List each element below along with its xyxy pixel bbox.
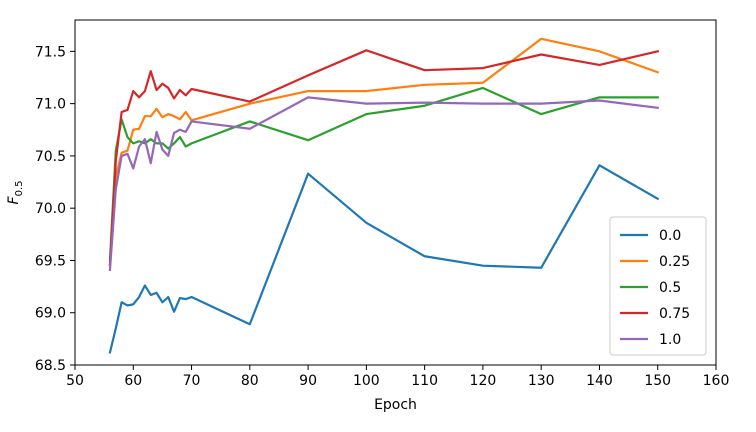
y-axis-title: F0.5 (6, 181, 25, 205)
legend: 0.0 0.25 0.5 0.75 1.0 (609, 216, 707, 356)
series-layer (74, 19, 717, 366)
plot-frame (74, 19, 717, 366)
y-tick-label: 70.5 (35, 149, 66, 165)
x-tick-label: 90 (299, 373, 317, 389)
series-line-0.25 (108, 37, 660, 267)
legend-label: 0.25 (659, 254, 690, 270)
y-axis: 68.5 69.0 69.5 70.0 70.5 71.0 71.5 (35, 44, 75, 374)
series-line-0.5 (108, 86, 659, 262)
y-tick-label: 71.5 (35, 44, 66, 60)
legend-label: 0.75 (659, 306, 690, 322)
series-line-0.75 (108, 49, 660, 266)
legend-label: 0.5 (659, 280, 681, 296)
x-tick-label: 50 (66, 373, 84, 389)
x-axis: 50 60 70 80 90 100 110 120 130 140 150 160 (66, 365, 729, 389)
y-tick-label: 69.5 (35, 253, 66, 269)
x-tick-label: 130 (528, 373, 555, 389)
y-axis-title-main: F (6, 195, 22, 204)
x-tick-label: 120 (470, 373, 497, 389)
x-tick-label: 70 (183, 373, 201, 389)
y-tick-label: 68.5 (35, 358, 66, 374)
x-tick-label: 110 (411, 373, 438, 389)
legend-label: 0.0 (659, 228, 681, 244)
y-axis-title-sub: 0.5 (14, 181, 25, 197)
series-line-1.0 (108, 96, 659, 272)
x-tick-label: 80 (241, 373, 259, 389)
x-tick-label: 160 (703, 373, 730, 389)
x-tick-label: 60 (124, 373, 142, 389)
x-tick-label: 100 (353, 373, 380, 389)
legend-label: 1.0 (659, 332, 681, 348)
x-axis-title: Epoch (374, 397, 417, 413)
y-tick-label: 71.0 (35, 97, 66, 113)
x-tick-label: 140 (586, 373, 613, 389)
legend-box (609, 216, 707, 356)
series-line-0.0 (108, 164, 660, 354)
y-tick-label: 70.0 (35, 201, 66, 217)
y-tick-label: 69.0 (35, 306, 66, 322)
x-tick-label: 150 (644, 373, 671, 389)
